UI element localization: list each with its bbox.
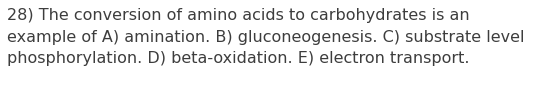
Text: 28) The conversion of amino acids to carbohydrates is an
example of A) amination: 28) The conversion of amino acids to car…	[7, 8, 525, 66]
